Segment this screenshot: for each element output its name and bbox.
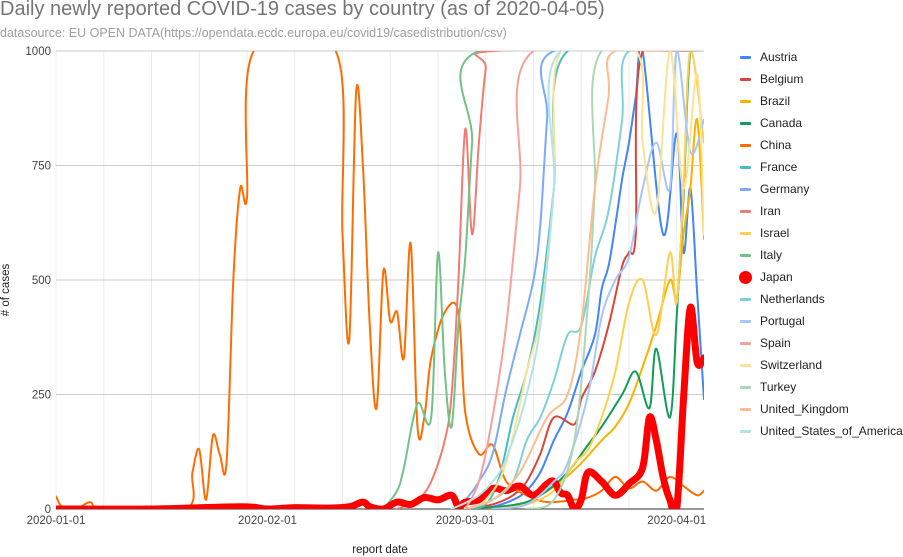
legend-swatch: [740, 78, 751, 81]
legend-label: Switzerland: [760, 358, 823, 372]
series-line-japan: [56, 303, 704, 509]
legend-swatch: [740, 188, 751, 191]
series-line-iran: [396, 51, 704, 509]
legend-swatch: [740, 166, 751, 169]
legend-swatch: [740, 210, 751, 213]
series-line-turkey: [525, 51, 704, 509]
x-tick-label: 2020-01-01: [27, 515, 86, 527]
series-line-canada: [464, 51, 704, 509]
series-line-italy: [382, 51, 704, 509]
legend-label: France: [760, 160, 798, 174]
legend-swatch: [740, 144, 751, 147]
legend-label: Canada: [760, 116, 803, 130]
series-line-belgium: [464, 51, 704, 509]
series-line-austria: [464, 51, 704, 509]
legend-swatch: [740, 298, 751, 301]
gridlines: [55, 50, 704, 510]
legend-label: Italy: [760, 248, 783, 262]
y-tick-label: 250: [32, 390, 51, 402]
legend-label: Japan: [760, 270, 793, 284]
legend-label: Belgium: [760, 72, 804, 86]
legend-label: Austria: [760, 50, 798, 64]
y-tick-label: 500: [32, 275, 51, 287]
legend-label: China: [760, 138, 792, 152]
y-tick-label: 0: [45, 504, 51, 516]
legend-swatch: [740, 232, 751, 235]
x-tick-label: 2020-03-01: [436, 515, 495, 527]
legend-label: United_Kingdom: [760, 402, 849, 416]
chart-subtitle: datasource: EU OPEN DATA(https://opendat…: [0, 26, 507, 40]
legend-label: Spain: [760, 336, 791, 350]
y-axis-title: # of cases: [0, 264, 12, 317]
y-tick-label: 1000: [25, 46, 51, 58]
series-layer: [56, 51, 704, 509]
chart-title: Daily newly reported COVID-19 cases by c…: [0, 0, 605, 20]
legend-swatch: [740, 122, 751, 125]
legend-label: Germany: [760, 182, 810, 196]
x-tick-label: 2020-02-01: [238, 515, 297, 527]
series-line-portugal: [491, 51, 704, 509]
axis-layer: 0 250 500 750 1000 2020-01-01 2020-02-01 2020-0…: [25, 46, 706, 527]
series-line-switzerland: [464, 51, 704, 509]
x-tick-label: 2020-04-01: [647, 515, 706, 527]
legend-swatch: [740, 386, 751, 389]
legend-label: Iran: [760, 204, 781, 218]
series-line-united-states-of-america: [450, 51, 704, 509]
legend-swatch: [740, 364, 751, 367]
series-line-united-kingdom: [464, 51, 704, 509]
legend-swatch: [740, 100, 751, 103]
series-line-france: [464, 51, 704, 509]
legend-swatch: [740, 254, 751, 257]
series-line-netherlands: [464, 51, 704, 509]
legend-label: Brazil: [760, 94, 791, 108]
legend-swatch: [740, 342, 751, 345]
legend-swatch: [739, 271, 752, 284]
y-tick-label: 750: [32, 161, 51, 173]
legend-swatch: [740, 408, 751, 411]
legend-label: Netherlands: [760, 292, 825, 306]
legend-label: Turkey: [760, 380, 797, 394]
legend-label: Israel: [760, 226, 790, 240]
legend-swatch: [740, 320, 751, 323]
x-axis-title: report date: [352, 544, 408, 556]
legend-label: Portugal: [760, 314, 805, 328]
legend-swatch: [740, 56, 751, 59]
legend-swatch: [740, 430, 751, 433]
legend-label: United_States_of_America: [760, 424, 903, 438]
series-line-spain: [464, 51, 704, 509]
